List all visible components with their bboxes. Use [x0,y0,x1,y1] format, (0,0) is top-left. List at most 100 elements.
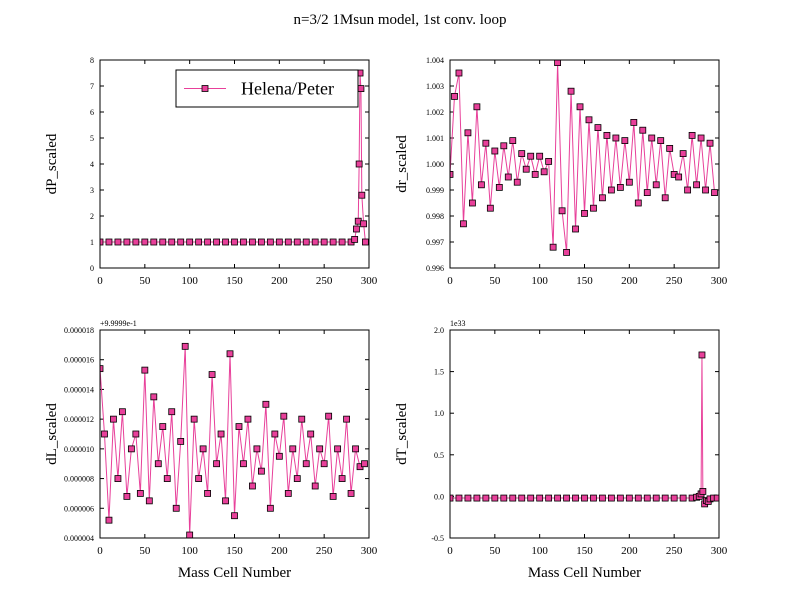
x-tick-label: 300 [361,275,378,287]
point-marker [334,445,342,453]
point-marker [581,209,588,217]
point-marker [531,170,539,178]
x-tick-label: 100 [531,545,548,557]
point-marker [275,238,283,246]
point-marker [123,492,131,500]
y-tick-label: 0.998 [426,212,444,221]
point-marker [527,152,535,160]
point-marker [244,415,252,423]
point-marker [634,199,642,207]
point-marker [177,438,185,445]
point-marker [451,93,458,100]
point-marker [266,238,274,246]
point-marker [482,139,490,147]
point-marker [358,191,366,199]
point-marker [666,144,674,152]
axes-frame [99,329,370,539]
y-tick-label: 0.0 [434,492,444,501]
x-tick-label: 150 [226,275,243,287]
x-tick-label: 250 [316,275,333,287]
point-marker [684,186,692,194]
point-marker [262,400,270,408]
point-marker [329,238,337,246]
point-marker [249,238,256,246]
point-marker [114,238,122,246]
point-marker [522,165,530,173]
point-marker [634,494,642,502]
point-marker [311,238,319,246]
point-marker [311,482,319,490]
point-marker [567,87,575,95]
point-marker [127,445,135,453]
point-marker [136,490,144,497]
axis-offset-label: 1e33 [450,319,466,328]
x-tick-label: 0 [97,545,103,557]
x-tick-label: 50 [489,275,501,287]
point-marker [231,238,238,246]
y-tick-label: 0.000008 [64,475,94,484]
point-marker [217,430,225,438]
point-marker [343,415,350,423]
y-tick-label: 1.004 [426,56,444,65]
point-marker [455,494,463,502]
y-tick-label: 0.996 [426,264,444,273]
point-marker [473,103,481,111]
point-marker [302,238,310,246]
point-marker [572,225,579,233]
y-tick-label: 2.0 [434,326,444,335]
point-marker [576,103,584,111]
point-marker [643,189,651,197]
y-tick-label: 7 [90,82,94,91]
point-marker [513,178,521,186]
x-tick-label: 250 [666,275,683,287]
point-marker [482,494,490,502]
x-tick-label: 150 [576,275,593,287]
point-marker [563,494,570,502]
point-marker [473,494,481,502]
y-tick-label: 5 [90,134,94,143]
point-marker [697,134,705,142]
point-marker [352,445,359,453]
point-marker [231,512,238,520]
point-marker [491,494,499,502]
axes-frame [449,59,720,269]
point-marker [608,186,615,194]
y-tick-label: 0 [90,264,94,273]
point-marker [293,238,301,246]
point-marker [612,134,620,142]
x-tick-label: 250 [316,545,333,557]
y-tick-label: 1.0 [434,409,444,418]
y-tick-label: 1.001 [426,134,444,143]
x-tick-label: 0 [447,275,453,287]
point-marker [713,494,719,502]
point-marker [123,238,131,246]
point-marker [585,116,593,124]
y-tick-label: 0.000010 [64,445,94,454]
point-marker [688,131,696,139]
point-marker [132,430,140,438]
point-marker [320,238,328,246]
y-tick-label: 4 [90,160,94,169]
point-marker [563,248,570,256]
x-tick-label: 200 [621,545,638,557]
point-marker [204,238,212,246]
figure-title: n=3/2 1Msun model, 1st conv. loop [294,12,507,28]
point-marker [168,408,176,416]
x-tick-label: 50 [139,545,151,557]
point-marker [289,445,297,453]
point-marker [145,497,153,505]
point-marker [141,366,149,374]
point-marker [698,351,706,359]
y-tick-label: 6 [90,108,94,117]
point-marker [491,147,499,155]
point-marker [204,490,212,497]
point-marker [338,238,346,246]
x-tick-label: 150 [576,545,593,557]
point-marker [360,220,368,228]
point-marker [536,494,544,502]
point-marker [181,342,189,350]
point-marker [450,494,454,502]
y-tick-label: 0.000006 [64,504,94,513]
point-marker [347,490,355,497]
